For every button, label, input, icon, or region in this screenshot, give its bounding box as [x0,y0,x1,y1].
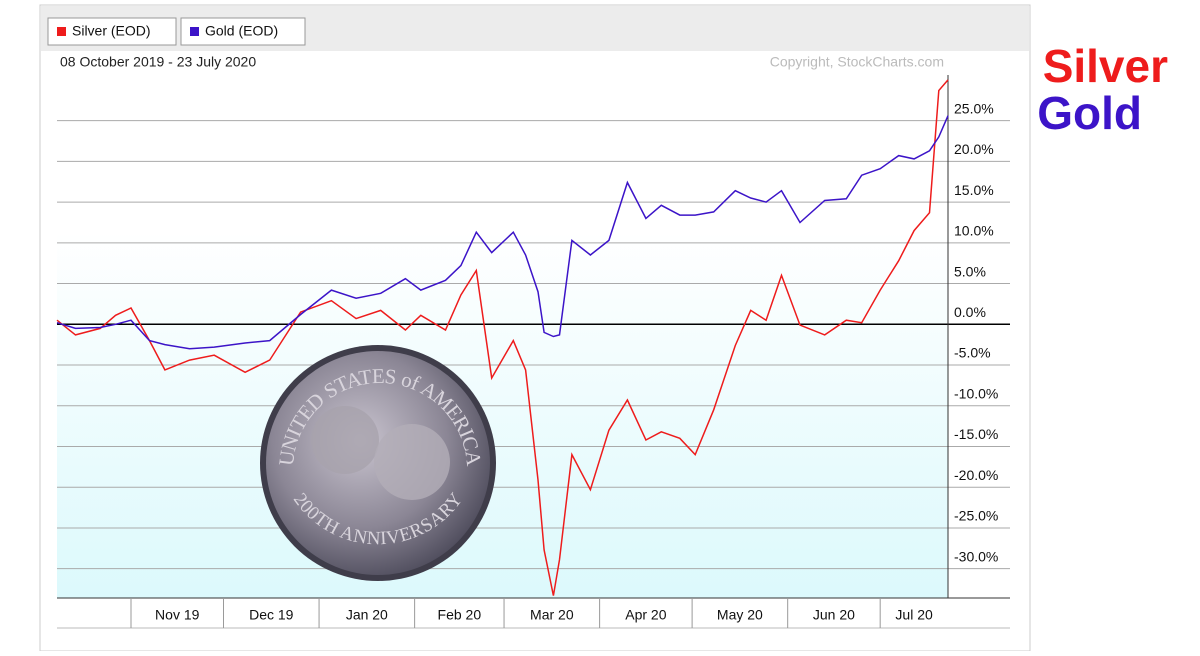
y-tick-label: -5.0% [954,345,991,361]
side-label: Silver [1043,40,1168,92]
y-tick-label: 25.0% [954,100,994,116]
series-line [56,79,949,596]
coin-portrait [374,424,450,500]
coin: UNITED STATES of AMERICA 200TH ANNIVERSA… [260,345,496,581]
legend-label: Gold (EOD) [205,23,278,39]
plot-background [57,75,948,598]
legend-button [180,17,306,46]
y-tick-label: 15.0% [954,182,994,198]
y-tick-label: 20.0% [954,141,994,157]
legend-swatch [190,27,199,36]
x-tick-label: Jun 20 [813,607,855,623]
x-tick-label: Jul 20 [895,607,933,623]
x-tick-label: Dec 19 [249,607,294,623]
legend-button [47,17,177,46]
legend-label: Silver (EOD) [72,23,151,39]
y-tick-label: -25.0% [954,508,998,524]
side-label: Gold [1037,87,1142,139]
coin-portrait [311,406,379,474]
x-tick-label: May 20 [717,607,763,623]
x-tick-label: Mar 20 [530,607,574,623]
y-tick-label: 5.0% [954,263,986,279]
x-tick-label: Feb 20 [438,607,482,623]
subtitle: 08 October 2019 - 23 July 2020 [60,54,256,70]
y-tick-label: 0.0% [954,304,986,320]
legend: Silver (EOD) Gold (EOD) [47,17,306,46]
y-tick-label: -15.0% [954,426,998,442]
x-tick-label: Nov 19 [155,607,200,623]
legend-swatch [57,27,66,36]
y-tick-label: -30.0% [954,548,998,564]
lines [56,79,949,596]
series-line [56,115,949,350]
y-tick-label: 10.0% [954,223,994,239]
x-tick-label: Jan 20 [346,607,388,623]
source: Copyright, StockCharts.com [770,54,944,70]
x-tick-label: Apr 20 [625,607,666,623]
y-tick-label: -20.0% [954,467,998,483]
y-tick-label: -10.0% [954,385,998,401]
